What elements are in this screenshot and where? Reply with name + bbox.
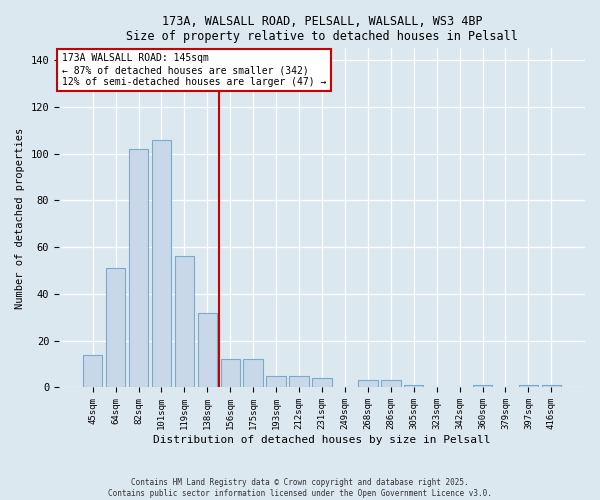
Bar xyxy=(404,385,424,388)
Text: Contains HM Land Registry data © Crown copyright and database right 2025.
Contai: Contains HM Land Registry data © Crown c… xyxy=(108,478,492,498)
Bar xyxy=(152,140,171,388)
Bar xyxy=(473,385,492,388)
Title: 173A, WALSALL ROAD, PELSALL, WALSALL, WS3 4BP
Size of property relative to detac: 173A, WALSALL ROAD, PELSALL, WALSALL, WS… xyxy=(126,15,518,43)
Bar xyxy=(312,378,332,388)
Bar xyxy=(244,360,263,388)
Bar xyxy=(221,360,240,388)
Text: 173A WALSALL ROAD: 145sqm
← 87% of detached houses are smaller (342)
12% of semi: 173A WALSALL ROAD: 145sqm ← 87% of detac… xyxy=(62,54,326,86)
Bar xyxy=(358,380,377,388)
Bar xyxy=(197,312,217,388)
Bar xyxy=(129,149,148,388)
Bar xyxy=(542,385,561,388)
Y-axis label: Number of detached properties: Number of detached properties xyxy=(15,128,25,308)
Bar xyxy=(289,376,309,388)
Bar xyxy=(106,268,125,388)
Bar xyxy=(266,376,286,388)
Bar xyxy=(518,385,538,388)
Bar xyxy=(83,354,103,388)
Bar xyxy=(381,380,401,388)
Bar xyxy=(175,256,194,388)
X-axis label: Distribution of detached houses by size in Pelsall: Distribution of detached houses by size … xyxy=(153,435,491,445)
